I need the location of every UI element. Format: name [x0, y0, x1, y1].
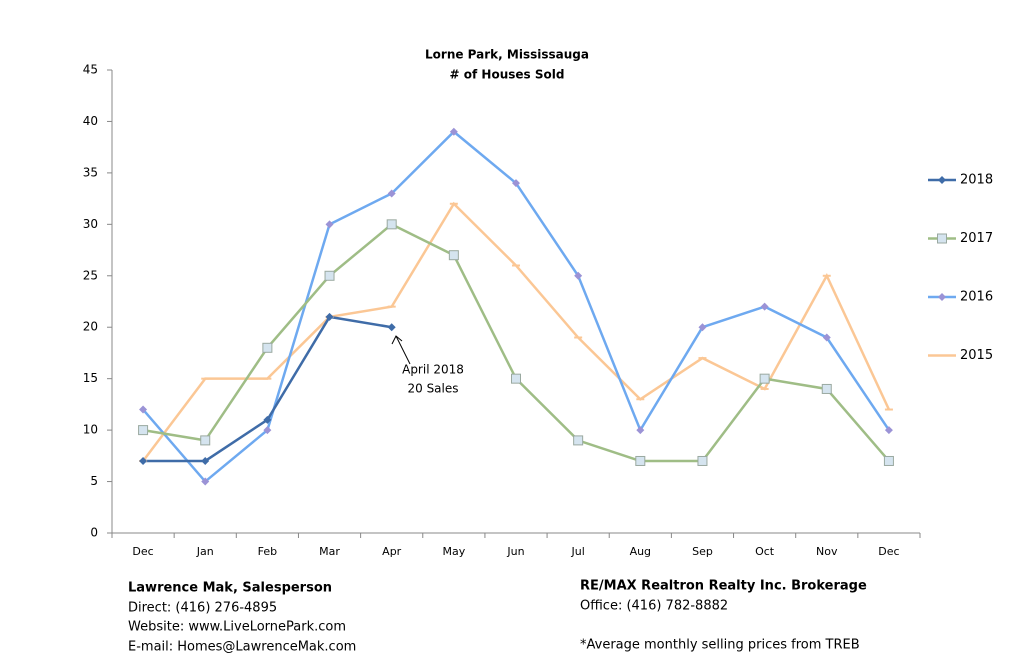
- data-point: [573, 435, 584, 446]
- annotation: April 2018: [402, 363, 464, 377]
- legend-label: 2016: [960, 290, 993, 305]
- y-tick-label: 40: [83, 114, 98, 128]
- x-tick-label: Sep: [692, 545, 713, 558]
- x-tick-label: Jan: [196, 545, 214, 558]
- data-point: [759, 373, 770, 384]
- legend-marker: [937, 233, 947, 244]
- x-tick-label: Dec: [878, 545, 899, 558]
- data-point: [883, 455, 894, 466]
- data-point: [201, 477, 210, 486]
- series-line: [142, 222, 890, 463]
- data-point: [324, 270, 335, 281]
- legend-marker: [938, 293, 946, 301]
- footer-text: RE/MAX Realtron Realty Inc. Brokerage: [580, 579, 867, 594]
- x-tick-label: Mar: [319, 545, 340, 558]
- data-point: [387, 189, 396, 198]
- chart-title: Lorne Park, Mississauga: [425, 48, 589, 62]
- data-point: [822, 333, 831, 342]
- legend-label: 2018: [960, 173, 993, 188]
- data-point: [200, 435, 211, 446]
- legend-marker: [938, 176, 946, 184]
- data-point: [448, 250, 459, 261]
- x-tick-label: Apr: [382, 545, 402, 558]
- data-point: [139, 405, 148, 414]
- annotation-arrow: [395, 335, 411, 365]
- y-tick-label: 5: [90, 474, 98, 488]
- footer-text: *Average monthly selling prices from TRE…: [580, 638, 860, 653]
- x-tick-label: Jun: [506, 545, 524, 558]
- data-point: [139, 456, 148, 465]
- data-point: [821, 383, 832, 394]
- x-tick-label: Feb: [258, 545, 277, 558]
- x-tick-label: Nov: [816, 545, 838, 558]
- footer-text: Direct: (416) 276-4895: [128, 601, 277, 616]
- data-point: [697, 455, 708, 466]
- y-tick-label: 10: [83, 423, 98, 437]
- data-point: [325, 312, 334, 321]
- footer-text: E-mail: Homes@LawrenceMak.com: [128, 640, 356, 655]
- data-point: [884, 426, 893, 435]
- y-tick-label: 35: [83, 165, 98, 179]
- data-point: [387, 323, 396, 332]
- x-tick-label: May: [442, 545, 465, 558]
- footer-text: Office: (416) 782-8882: [580, 599, 728, 614]
- legend-label: 2015: [960, 348, 993, 363]
- series-line: [143, 315, 392, 463]
- data-point: [449, 127, 458, 136]
- footer-text: Website: www.LiveLornePark.com: [128, 620, 346, 635]
- x-tick-label: Jul: [571, 545, 585, 558]
- data-point: [263, 415, 272, 424]
- series-line: [142, 201, 891, 462]
- annotation-arrowhead: [391, 335, 403, 345]
- data-point: [635, 455, 646, 466]
- footer-text: Lawrence Mak, Salesperson: [128, 581, 332, 596]
- x-tick-label: Oct: [755, 545, 775, 558]
- y-tick-label: 15: [83, 371, 98, 385]
- data-point: [636, 426, 645, 435]
- data-point: [263, 426, 272, 435]
- x-tick-label: Dec: [132, 545, 153, 558]
- y-tick-label: 0: [90, 526, 98, 540]
- legend-label: 2017: [960, 231, 993, 246]
- data-point: [386, 219, 397, 230]
- y-tick-label: 20: [83, 320, 98, 334]
- data-point: [325, 220, 334, 229]
- annotation: 20 Sales: [407, 382, 458, 396]
- data-point: [511, 373, 521, 384]
- y-tick-label: 25: [83, 268, 98, 282]
- chart-subtitle: # of Houses Sold: [450, 68, 565, 82]
- data-point: [138, 425, 149, 436]
- data-point: [201, 456, 210, 465]
- data-point: [262, 342, 273, 353]
- y-tick-label: 45: [83, 63, 98, 77]
- data-point: [760, 302, 769, 311]
- y-tick-label: 30: [83, 217, 98, 231]
- data-point: [512, 179, 520, 188]
- data-point: [574, 271, 583, 280]
- x-tick-label: Aug: [630, 545, 651, 558]
- data-point: [698, 323, 707, 332]
